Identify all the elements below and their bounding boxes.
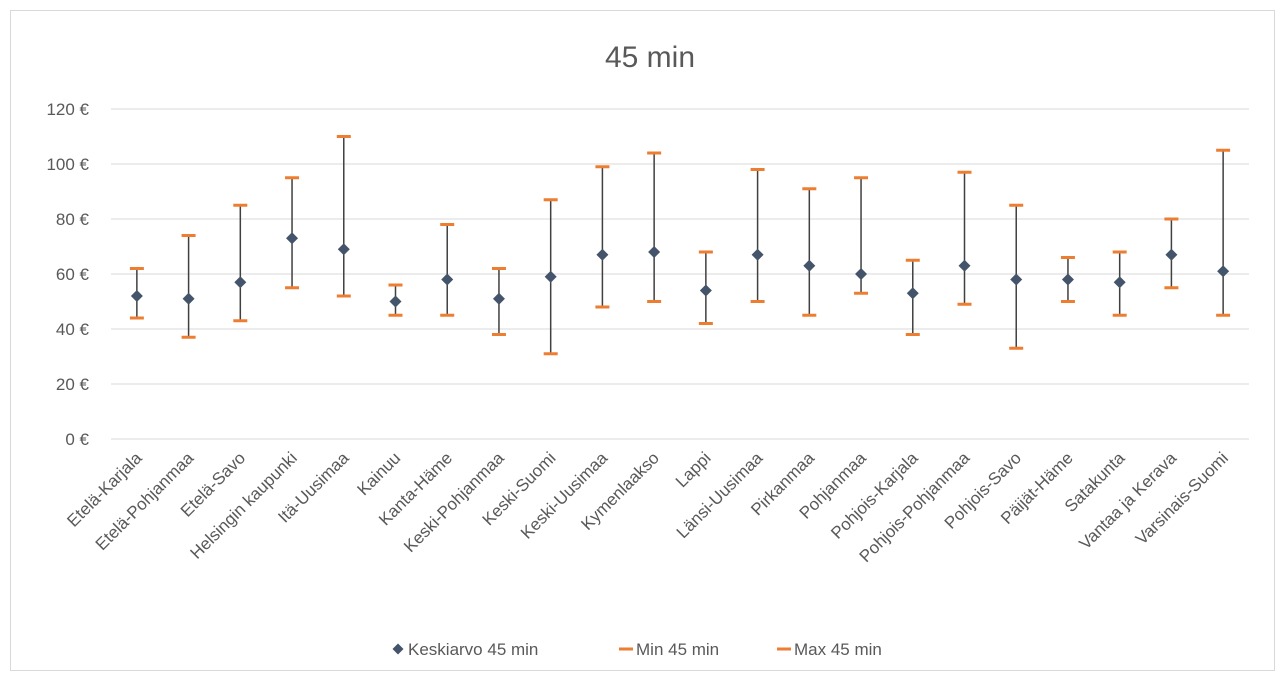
y-tick-label: 60 € (56, 265, 90, 284)
gridlines (111, 108, 1249, 440)
legend-label: Max 45 min (794, 640, 882, 659)
mean-marker (1113, 276, 1126, 289)
chart-area: 45 min 0 € 20 € 40 € 60 € 80 € 100 € 120 € Ete… (46, 41, 1249, 659)
mean-marker (544, 270, 557, 283)
mean-marker (286, 232, 299, 245)
mean-marker (389, 295, 402, 308)
chart-frame: 45 min 0 € 20 € 40 € 60 € 80 € 100 € 120 € Ete… (10, 10, 1275, 671)
y-tick-label: 120 € (46, 100, 89, 119)
x-category-label: Kainuu (353, 448, 404, 499)
mean-marker (182, 292, 195, 305)
y-tick-label: 0 € (65, 430, 89, 449)
chart-title: 45 min (605, 41, 695, 74)
error-bars (136, 136, 1224, 354)
mean-marker (803, 259, 816, 272)
legend-label: Keskiarvo 45 min (408, 640, 538, 659)
legend-diamond-icon (392, 643, 404, 655)
mean-marker (699, 284, 712, 297)
mean-marker (906, 287, 919, 300)
mean-marker (130, 290, 143, 302)
data-marks (129, 135, 1231, 356)
mean-marker (596, 248, 609, 261)
mean-marker (648, 246, 661, 258)
x-category-label: Varsinais-Suomi (1132, 448, 1232, 548)
mean-marker (1165, 248, 1178, 261)
legend-item-mean: Keskiarvo 45 min (392, 640, 538, 659)
y-tick-label: 40 € (56, 320, 90, 339)
y-tick-label: 20 € (56, 375, 90, 394)
legend-label: Min 45 min (636, 640, 719, 659)
mean-marker (1061, 273, 1074, 286)
mean-marker (751, 248, 764, 261)
y-tick-label: 80 € (56, 210, 90, 229)
mean-marker (855, 268, 868, 280)
y-axis-tick-labels: 0 € 20 € 40 € 60 € 80 € 100 € 120 € (46, 100, 89, 449)
legend-item-min: Min 45 min (619, 640, 719, 659)
y-tick-label: 100 € (46, 155, 89, 174)
legend-item-max: Max 45 min (777, 640, 882, 659)
mean-marker (234, 276, 247, 289)
x-category-label: Vantaa ja Kerava (1075, 448, 1180, 553)
mean-marker (1217, 265, 1230, 278)
legend: Keskiarvo 45 min Min 45 min Max 45 min (392, 640, 882, 659)
mean-marker (1010, 273, 1023, 286)
mean-marker (337, 243, 350, 256)
x-category-label: Lappi (672, 448, 715, 491)
mean-marker (958, 259, 971, 272)
x-axis-category-labels: Etelä-KarjalaEtelä-PohjanmaaEtelä-SavoHe… (63, 448, 1232, 566)
mean-marker (441, 273, 454, 286)
mean-marker (492, 292, 505, 305)
